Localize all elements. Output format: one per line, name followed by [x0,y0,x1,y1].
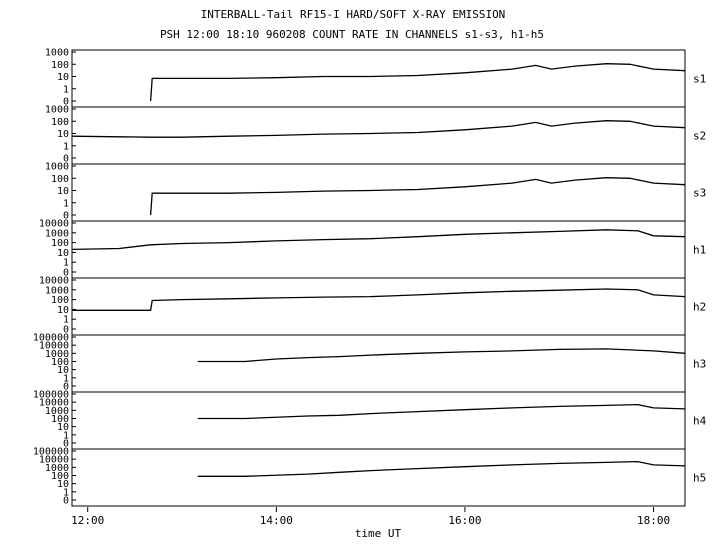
y-tick-label: 1 [63,487,69,498]
x-tick-label: 14:00 [260,514,293,527]
y-tick-label: 0 [63,439,69,450]
chart-title: INTERBALL-Tail RF15-I HARD/SOFT X-RAY EM… [201,8,506,21]
y-tick-label: 1000 [45,228,69,239]
y-tick-label: 0 [63,268,69,279]
y-tick-label: 0 [63,97,69,108]
y-tick-label: 0 [63,154,69,165]
panel-frame [71,391,686,450]
panel-frame [71,163,686,222]
y-tick-label: 1 [63,373,69,384]
x-tick-label: 16:00 [448,514,481,527]
y-tick-label: 1000 [45,105,69,116]
y-tick-label: 100 [51,357,69,368]
panel-frame [71,448,686,507]
panel-frame [71,334,686,393]
y-tick-label: 10000 [39,341,69,352]
y-tick-label: 100 [51,471,69,482]
y-tick-label: 10 [57,305,69,316]
y-tick-label: 1000 [45,463,69,474]
panels: 10001001010s110001001010s210001001010s31… [33,48,707,507]
y-tick-label: 100 [51,60,69,71]
y-tick-label: 1 [63,315,69,326]
panel-label-s3: s3 [693,187,706,200]
x-axis-ticks: 12:00 14:00 16:00 18:00 [71,507,670,527]
y-tick-label: 100 [51,414,69,425]
panel-label-h1: h1 [693,244,706,257]
series-line-h5 [197,460,686,477]
y-tick-label: 1000 [45,406,69,417]
y-tick-label: 10 [57,186,69,197]
y-tick-label: 100000 [33,447,69,458]
y-tick-label: 1 [63,198,69,209]
y-tick-label: 100000 [33,333,69,344]
series-line-h4 [197,403,686,420]
y-tick-label: 1 [63,430,69,441]
y-tick-label: 10 [57,365,69,376]
y-tick-label: 100 [51,238,69,249]
x-tick-label: 12:00 [71,514,104,527]
x-tick-label: 18:00 [637,514,670,527]
y-tick-label: 0 [63,496,69,507]
panel-label-h3: h3 [693,358,706,371]
y-tick-label: 0 [63,382,69,393]
y-tick-label: 10 [57,248,69,259]
panel-label-s1: s1 [693,73,706,86]
panel-frame [71,277,686,336]
y-tick-label: 10000 [39,276,69,287]
y-tick-label: 0 [63,325,69,336]
panel-frame [71,220,686,279]
series-line-s2 [71,120,686,138]
panel-label-s2: s2 [693,130,706,143]
y-tick-label: 100000 [33,390,69,401]
panel-label-h4: h4 [693,415,707,428]
x-axis-label: time UT [355,527,402,540]
y-tick-label: 10000 [39,455,69,466]
y-tick-label: 100 [51,295,69,306]
series-line-h1 [71,229,686,251]
series-line-s3 [149,177,686,216]
series-line-s1 [149,63,686,102]
y-tick-label: 1 [63,84,69,95]
panel-label-h2: h2 [693,301,706,314]
y-tick-label: 1000 [45,162,69,173]
y-tick-label: 100 [51,117,69,128]
series-line-h2 [72,288,686,311]
y-tick-label: 1000 [45,285,69,296]
y-tick-label: 1000 [45,48,69,59]
chart-subtitle: PSH 12:00 18:10 960208 COUNT RATE IN CHA… [160,28,544,41]
y-tick-label: 10 [57,422,69,433]
series-line-h3 [197,348,686,363]
y-tick-label: 1000 [45,349,69,360]
y-tick-label: 0 [63,211,69,222]
y-tick-label: 10 [57,479,69,490]
y-tick-label: 10 [57,129,69,140]
y-tick-label: 1 [63,141,69,152]
panel-frame [71,106,686,165]
y-tick-label: 10 [57,72,69,83]
y-tick-label: 10000 [39,398,69,409]
panel-label-h5: h5 [693,472,706,485]
y-tick-label: 10000 [39,219,69,230]
y-tick-label: 1 [63,258,69,269]
y-tick-label: 100 [51,174,69,185]
